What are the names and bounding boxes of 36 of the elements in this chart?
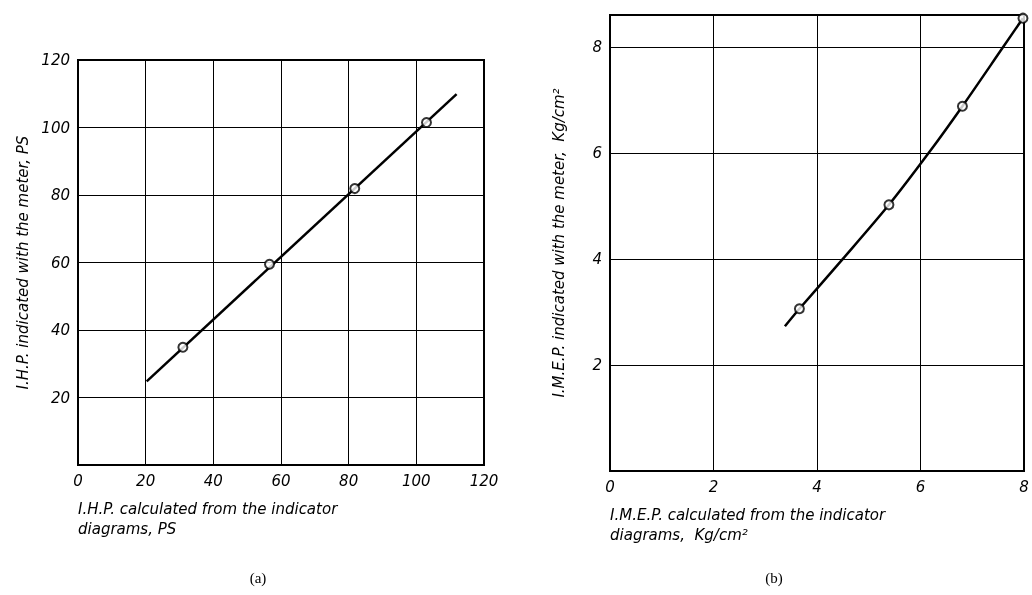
x-tick-label: 0 xyxy=(605,477,615,496)
point xyxy=(883,199,895,211)
text: (b) xyxy=(765,569,783,587)
point xyxy=(264,258,275,270)
y-tick-label: 80 xyxy=(50,186,70,204)
x-tick-label: 120 xyxy=(469,471,499,490)
y-tick-label: 8 xyxy=(592,37,602,56)
x-tick-label: 80 xyxy=(339,471,359,490)
text: (a) xyxy=(249,569,267,587)
y-tick-label: 2 xyxy=(592,355,602,374)
y-axis-title: I.H.P. indicated with the meter, PS xyxy=(13,135,32,390)
x-tick-label: 4 xyxy=(812,477,822,496)
point xyxy=(349,183,361,195)
x-axis-title: I.M.E.P. calculated from the indicator diagrams, Kg/cm² xyxy=(610,506,887,544)
y-axis-title: I.M.E.P. indicated with the meter, Kg/cm² xyxy=(549,88,568,398)
y-tick-label: 60 xyxy=(50,253,70,272)
x-tick-label: 2 xyxy=(708,477,719,496)
point xyxy=(177,341,189,353)
y-tick-label: 100 xyxy=(41,118,70,137)
x-axis-title: I.H.P. calculated from the indicator diagrams, PS xyxy=(78,500,339,538)
x-tick-label: 0 xyxy=(73,471,83,490)
y-tick-label: 40 xyxy=(50,321,70,339)
point xyxy=(793,303,805,315)
x-tick-label: 8 xyxy=(1019,477,1029,496)
x-tick-label: 100 xyxy=(402,471,431,490)
point xyxy=(956,100,968,112)
y-tick-label: 6 xyxy=(592,143,602,162)
x-tick-label: 6 xyxy=(915,477,926,496)
y-tick-label: 4 xyxy=(592,249,602,268)
x-tick-label: 40 xyxy=(203,471,223,490)
point xyxy=(420,116,432,128)
y-tick-label: 120 xyxy=(41,51,70,69)
x-tick-label: 60 xyxy=(271,471,291,490)
y-tick-label: 20 xyxy=(50,388,70,407)
point xyxy=(1017,12,1029,24)
x-tick-label: 20 xyxy=(136,471,156,490)
